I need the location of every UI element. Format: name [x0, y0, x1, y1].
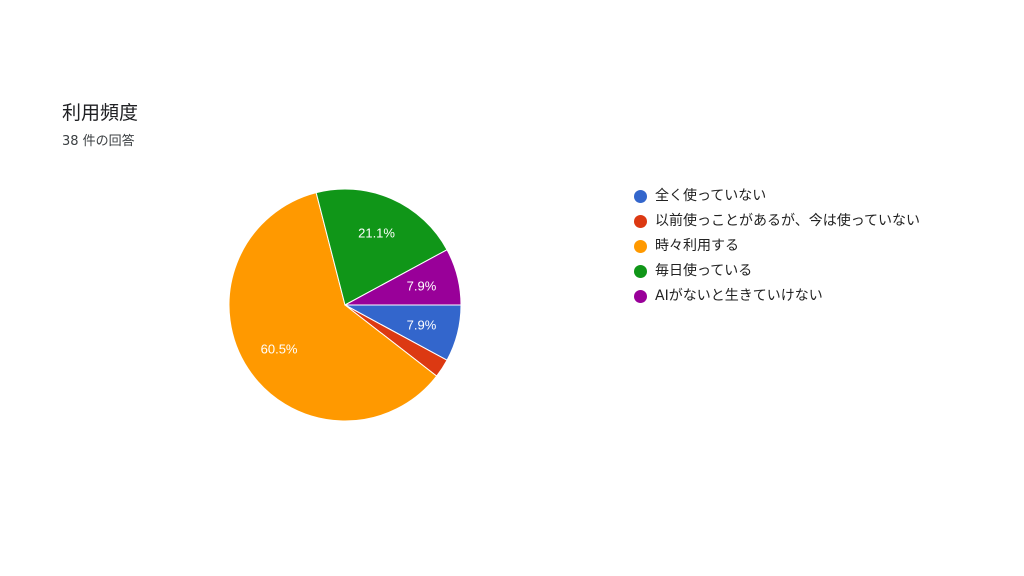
legend-swatch-icon — [634, 265, 647, 278]
chart-title: 利用頻度 — [62, 102, 139, 124]
response-count: 38 件の回答 — [62, 134, 135, 149]
data-label: 60.5% — [261, 341, 298, 356]
legend-item[interactable]: 毎日使っている — [634, 261, 954, 281]
pie-slice[interactable] — [344, 249, 462, 306]
legend: 全く使っていない以前使っことがあるが、今は使っていない 時々利用する 毎日使っている… — [634, 186, 954, 311]
legend-label: 全く使っていない — [655, 188, 767, 204]
data-label: 7.9% — [407, 279, 437, 294]
legend-label: 毎日使っている — [655, 263, 753, 279]
legend-label: AIがないと生きていけない — [655, 288, 823, 304]
legend-item[interactable]: AIがないと生きていけない — [634, 286, 954, 306]
legend-swatch-icon — [634, 190, 647, 203]
legend-item[interactable]: 以前使っことがあるが、今は使っていない — [634, 211, 954, 231]
data-label: 7.9% — [407, 317, 437, 332]
pie-slice[interactable] — [228, 192, 438, 422]
legend-item[interactable]: 全く使っていない — [634, 186, 954, 206]
data-label: 21.1% — [358, 226, 395, 241]
legend-swatch-icon — [634, 290, 647, 303]
legend-label: 時々利用する — [655, 238, 739, 254]
legend-swatch-icon — [634, 215, 647, 228]
legend-swatch-icon — [634, 240, 647, 253]
pie-slice[interactable] — [315, 188, 448, 306]
legend-item[interactable]: 時々利用する — [634, 236, 954, 256]
legend-label: 以前使っことがあるが、今は使っていない — [655, 213, 921, 229]
